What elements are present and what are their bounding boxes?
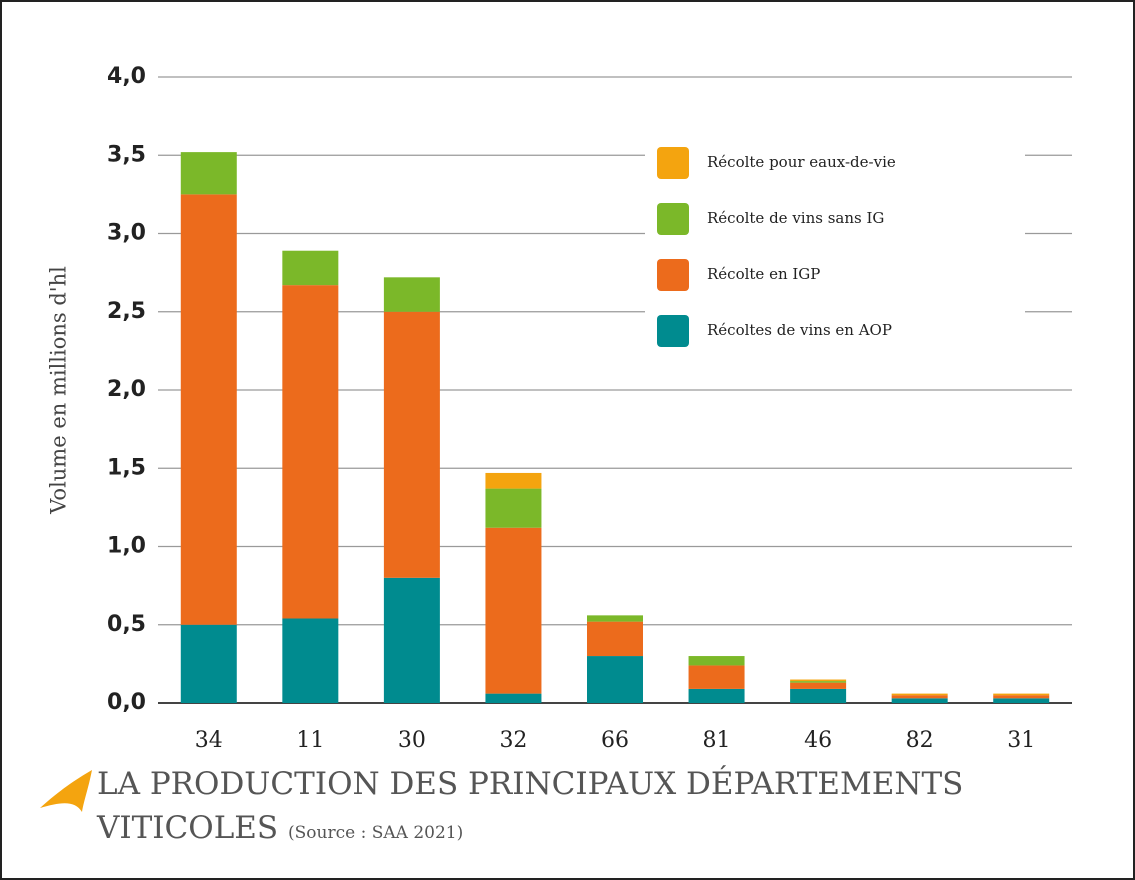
x-tick-label: 81 [703,728,731,753]
y-tick-label: 0,5 [107,612,146,637]
legend-box [645,140,1025,350]
legend-swatch [657,259,689,291]
legend-label: Récolte de vins sans IG [707,209,884,227]
bar-segment [383,311,440,578]
bar-segment [587,615,643,622]
y-tick-label: 0,0 [107,690,146,715]
bar-segment [485,527,542,694]
y-tick-label: 1,0 [107,534,146,559]
chart-title: LA PRODUCTION DES PRINCIPAUX DÉPARTEMENT… [97,762,1017,855]
x-tick-label: 30 [398,728,426,753]
bar-segment [993,698,1050,703]
bar-segment [993,693,1050,696]
bar-segment [587,621,643,657]
x-tick-label: 11 [296,728,324,753]
bar-segment [790,679,847,682]
bar-segment [485,472,542,489]
bar-segment [688,665,745,689]
y-tick-label: 2,5 [107,299,146,324]
y-axis-label: Volume en millions d'hl [47,266,71,515]
bar-segment [485,693,542,703]
y-tick-label: 1,5 [107,455,146,480]
y-tick-label: 3,5 [107,142,146,167]
bar-segment [383,277,440,312]
bar-segment [180,624,237,703]
bar-segment [282,250,339,286]
bar-segment [180,194,237,625]
legend-label: Récolte en IGP [707,265,820,283]
bar-segment [688,688,745,703]
legend-label: Récoltes de vins en AOP [707,321,892,339]
bar-segment [993,695,1050,699]
bar-segment [282,618,339,703]
legend-swatch [657,203,689,235]
y-tick-label: 4,0 [107,64,146,89]
title-icon [40,770,92,812]
bar-segment [891,693,948,696]
bar-segment [180,152,237,195]
x-tick-label: 66 [601,728,629,753]
y-tick-label: 2,0 [107,377,146,402]
bar-segment [790,682,847,689]
bar-segment [790,688,847,703]
legend-swatch [657,147,689,179]
x-tick-label: 34 [195,728,223,753]
bar-segment [383,577,440,703]
bar-segment [282,285,339,619]
bar-segment [790,681,847,683]
source: (Source : SAA 2021) [288,823,464,843]
x-tick-label: 82 [906,728,934,753]
x-tick-label: 46 [804,728,832,753]
bar-segment [587,656,643,703]
x-tick-label: 32 [499,728,527,753]
bar-segment [688,656,745,666]
legend-swatch [657,315,689,347]
bar-segment [891,695,948,699]
legend-label: Récolte pour eaux-de-vie [707,153,896,171]
title-text: LA PRODUCTION DES PRINCIPAUX DÉPARTEMENT… [97,766,964,846]
y-tick-label: 3,0 [107,221,146,246]
bar-segment [891,698,948,703]
bar-segment [485,488,542,528]
x-tick-label: 31 [1007,728,1035,753]
